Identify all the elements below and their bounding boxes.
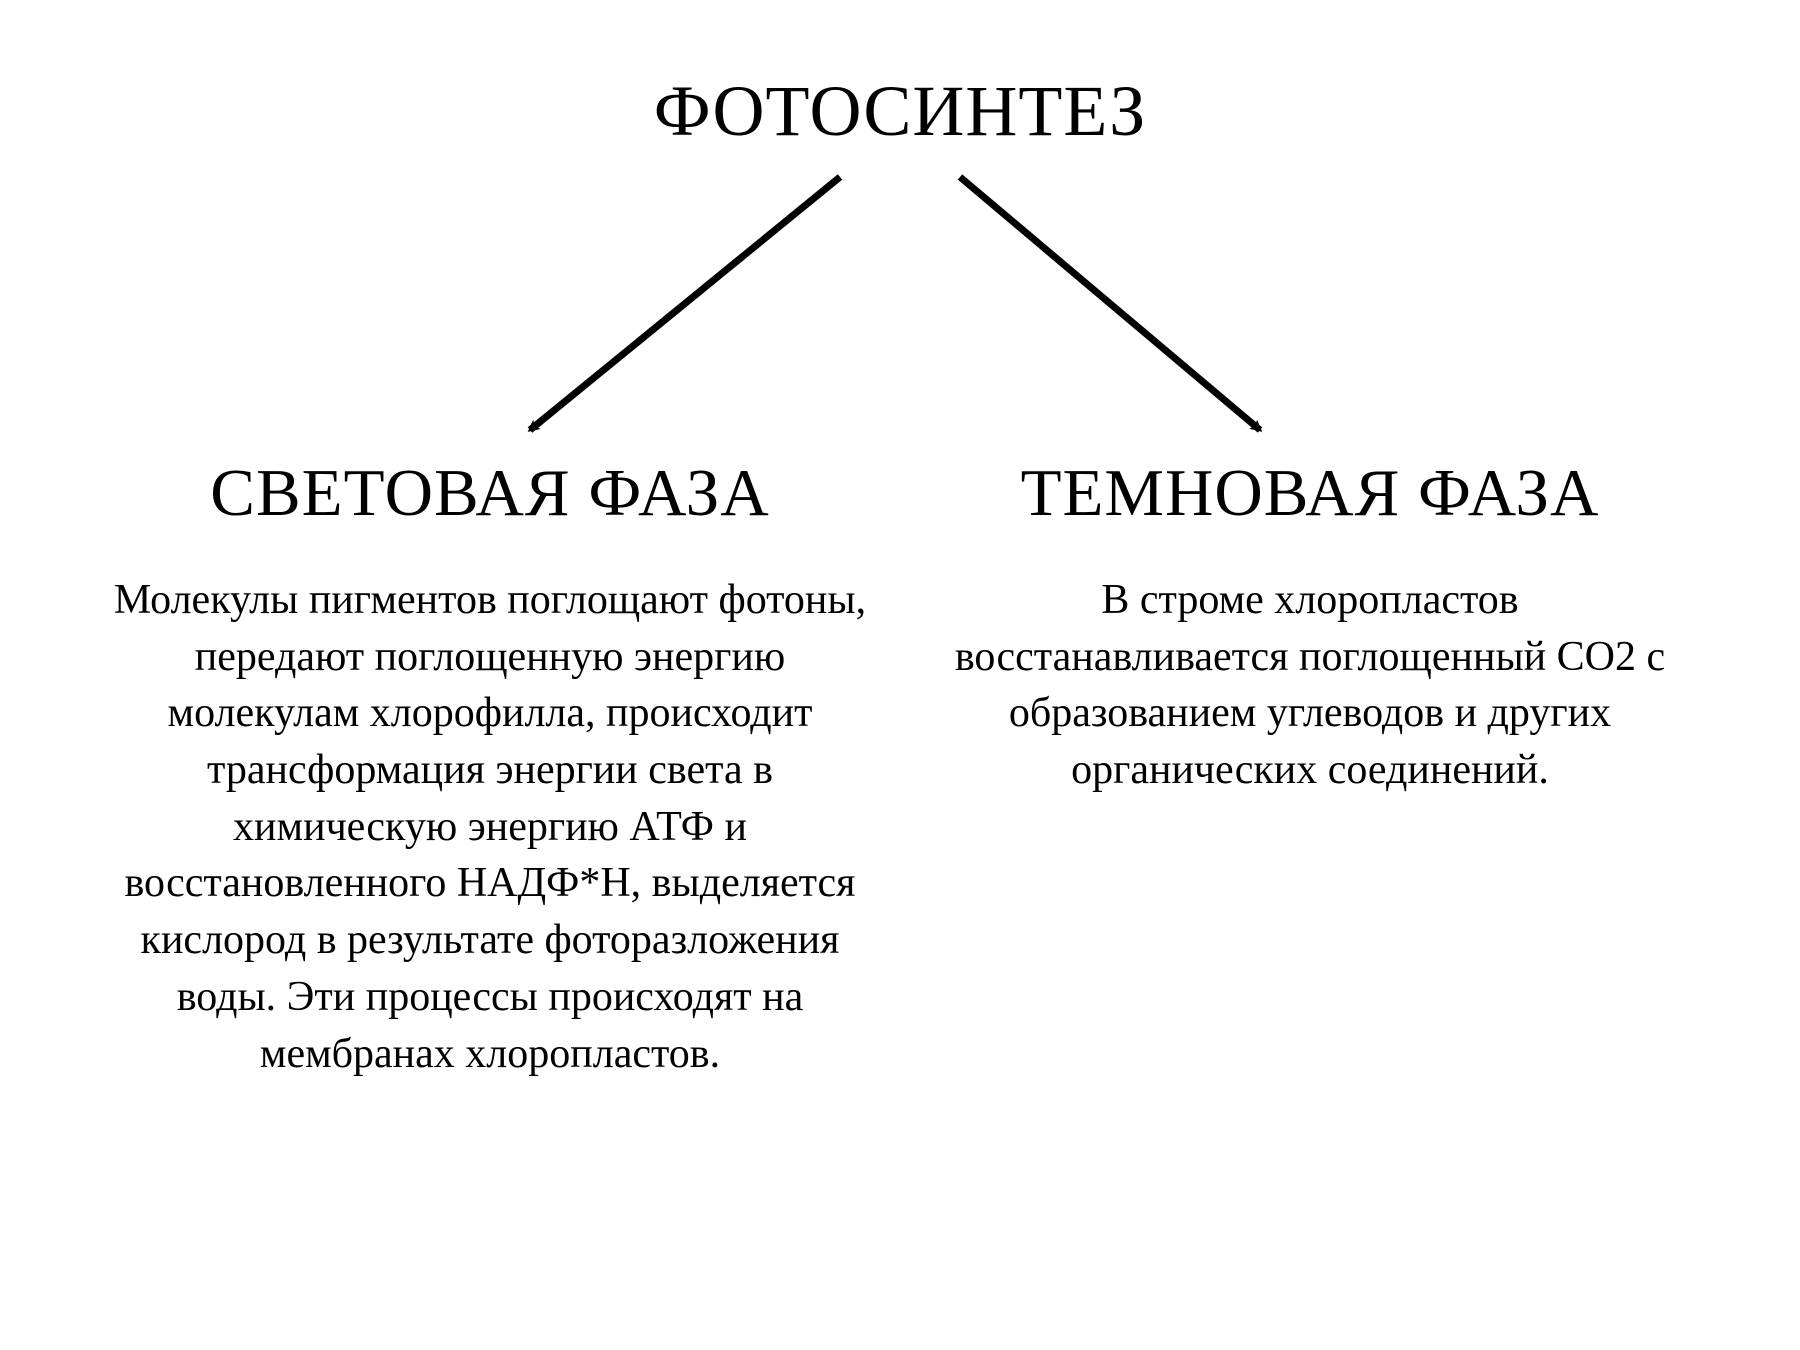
branch-left: СВЕТОВАЯ ФАЗА Молекулы пигментов поглоща… [110, 455, 870, 1082]
branch-arrows [440, 165, 1360, 455]
branch-right: ТЕМНОВАЯ ФАЗА В строме хлоропластов восс… [930, 455, 1690, 1082]
branch-right-title: ТЕМНОВАЯ ФАЗА [930, 455, 1690, 532]
branches-row: СВЕТОВАЯ ФАЗА Молекулы пигментов поглоща… [0, 455, 1800, 1082]
branch-left-title: СВЕТОВАЯ ФАЗА [110, 455, 870, 532]
branch-left-body: Молекулы пигментов поглощают фотоны, пер… [110, 572, 870, 1082]
arrow-right [960, 177, 1260, 430]
branch-right-body: В строме хлоропластов восстанавливается … [930, 572, 1690, 799]
diagram-title: ФОТОСИНТЕЗ [0, 70, 1800, 153]
arrows-container [0, 165, 1800, 445]
arrow-left [530, 177, 840, 430]
